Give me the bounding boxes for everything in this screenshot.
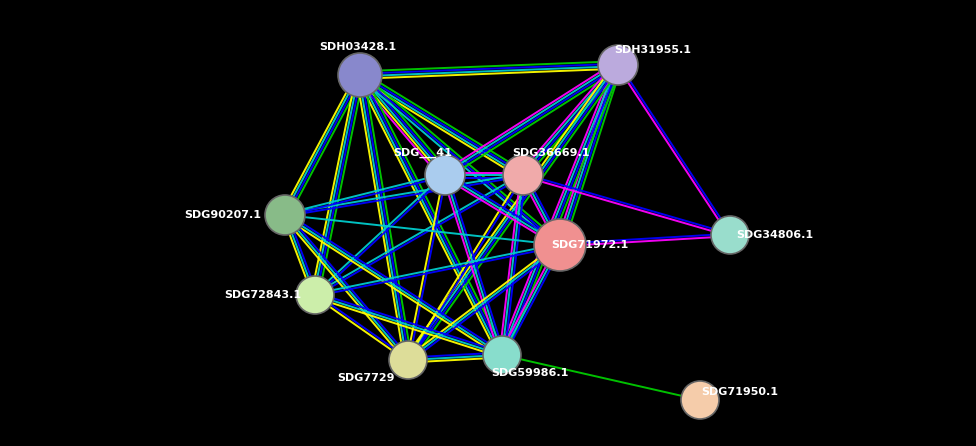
Circle shape bbox=[503, 155, 543, 195]
Text: SDG71972.1: SDG71972.1 bbox=[551, 240, 629, 250]
Text: SDG7729: SDG7729 bbox=[338, 373, 394, 383]
Circle shape bbox=[425, 155, 465, 195]
Circle shape bbox=[534, 219, 586, 271]
Text: SDG___41: SDG___41 bbox=[393, 148, 453, 158]
Text: SDG71950.1: SDG71950.1 bbox=[702, 387, 779, 397]
Circle shape bbox=[483, 336, 521, 374]
Circle shape bbox=[681, 381, 719, 419]
Text: SDG72843.1: SDG72843.1 bbox=[224, 290, 302, 300]
Text: SDG90207.1: SDG90207.1 bbox=[184, 210, 262, 220]
Circle shape bbox=[296, 276, 334, 314]
Text: SDH03428.1: SDH03428.1 bbox=[319, 42, 396, 52]
Circle shape bbox=[265, 195, 305, 235]
Text: SDG34806.1: SDG34806.1 bbox=[737, 230, 814, 240]
Text: SDH31955.1: SDH31955.1 bbox=[615, 45, 692, 55]
Circle shape bbox=[598, 45, 638, 85]
Text: SDG36669.1: SDG36669.1 bbox=[512, 148, 590, 158]
Circle shape bbox=[711, 216, 749, 254]
Circle shape bbox=[338, 53, 382, 97]
Text: SDG59986.1: SDG59986.1 bbox=[491, 368, 569, 378]
Circle shape bbox=[389, 341, 427, 379]
